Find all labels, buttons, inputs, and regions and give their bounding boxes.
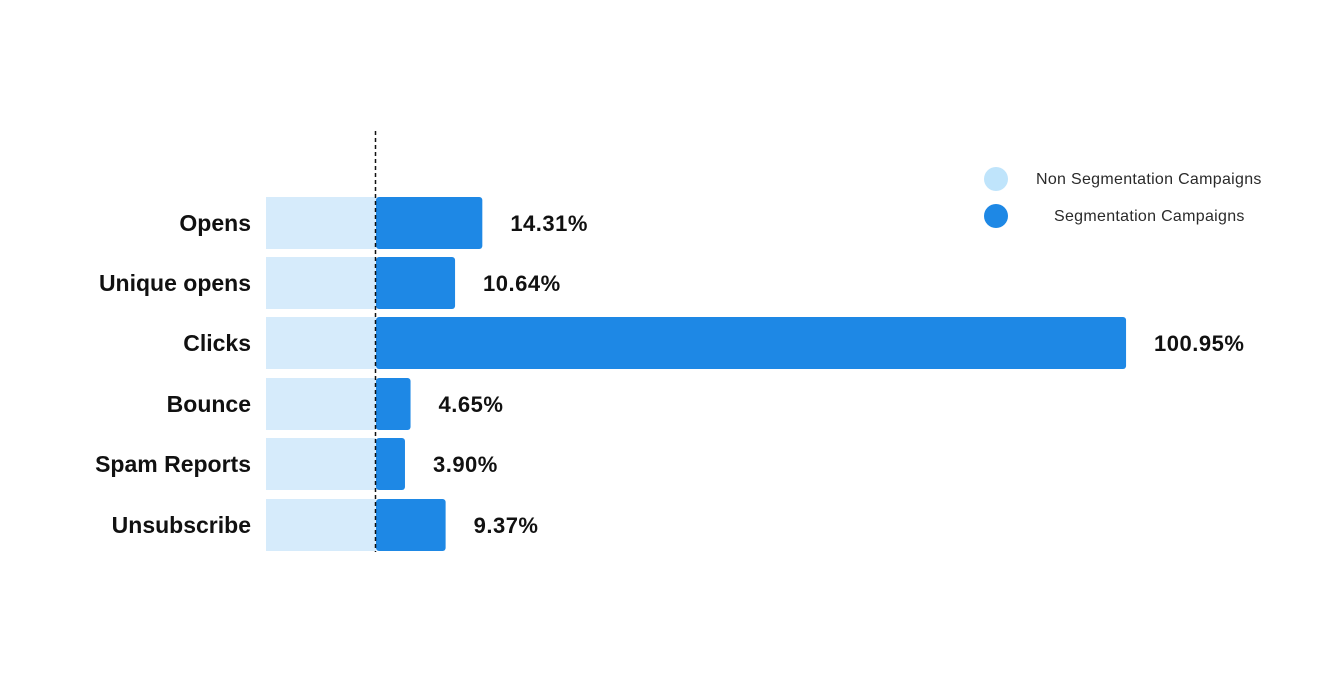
bar-segmentation-opens — [376, 197, 483, 249]
category-label-bounce: Bounce — [167, 391, 251, 417]
bar-non-segmentation-unique-opens — [266, 257, 376, 309]
legend-swatch-non-segmentation — [984, 167, 1008, 191]
bar-segmentation-unsubscribe — [376, 499, 446, 551]
bar-segmentation-unique-opens — [376, 257, 456, 309]
legend-swatch-segmentation — [984, 204, 1008, 228]
value-label-clicks: 100.95% — [1154, 331, 1244, 356]
category-label-unique-opens: Unique opens — [99, 270, 251, 296]
value-label-unsubscribe: 9.37% — [474, 513, 539, 538]
legend-label-non-segmentation: Non Segmentation Campaigns — [1036, 171, 1262, 188]
category-label-unsubscribe: Unsubscribe — [112, 512, 251, 538]
legend-label-segmentation: Segmentation Campaigns — [1054, 208, 1245, 225]
bar-non-segmentation-opens — [266, 197, 376, 249]
bar-segmentation-clicks — [376, 317, 1127, 369]
value-label-spam-reports: 3.90% — [433, 452, 498, 477]
bar-segmentation-bounce — [376, 378, 411, 430]
bar-non-segmentation-unsubscribe — [266, 499, 376, 551]
category-label-opens: Opens — [179, 210, 251, 236]
bars-layer: Opens 14.31% Unique opens 10.64% Clicks 100.9… — [95, 197, 1244, 551]
bar-non-segmentation-bounce — [266, 378, 376, 430]
bar-non-segmentation-spam-reports — [266, 438, 376, 490]
category-label-clicks: Clicks — [183, 330, 251, 356]
category-label-spam-reports: Spam Reports — [95, 451, 251, 477]
legend: Non Segmentation Campaigns Segmentation … — [984, 167, 1262, 228]
value-label-opens: 14.31% — [510, 211, 588, 236]
bar-non-segmentation-clicks — [266, 317, 376, 369]
bar-segmentation-spam-reports — [376, 438, 405, 490]
value-label-unique-opens: 10.64% — [483, 271, 561, 296]
value-label-bounce: 4.65% — [439, 392, 504, 417]
